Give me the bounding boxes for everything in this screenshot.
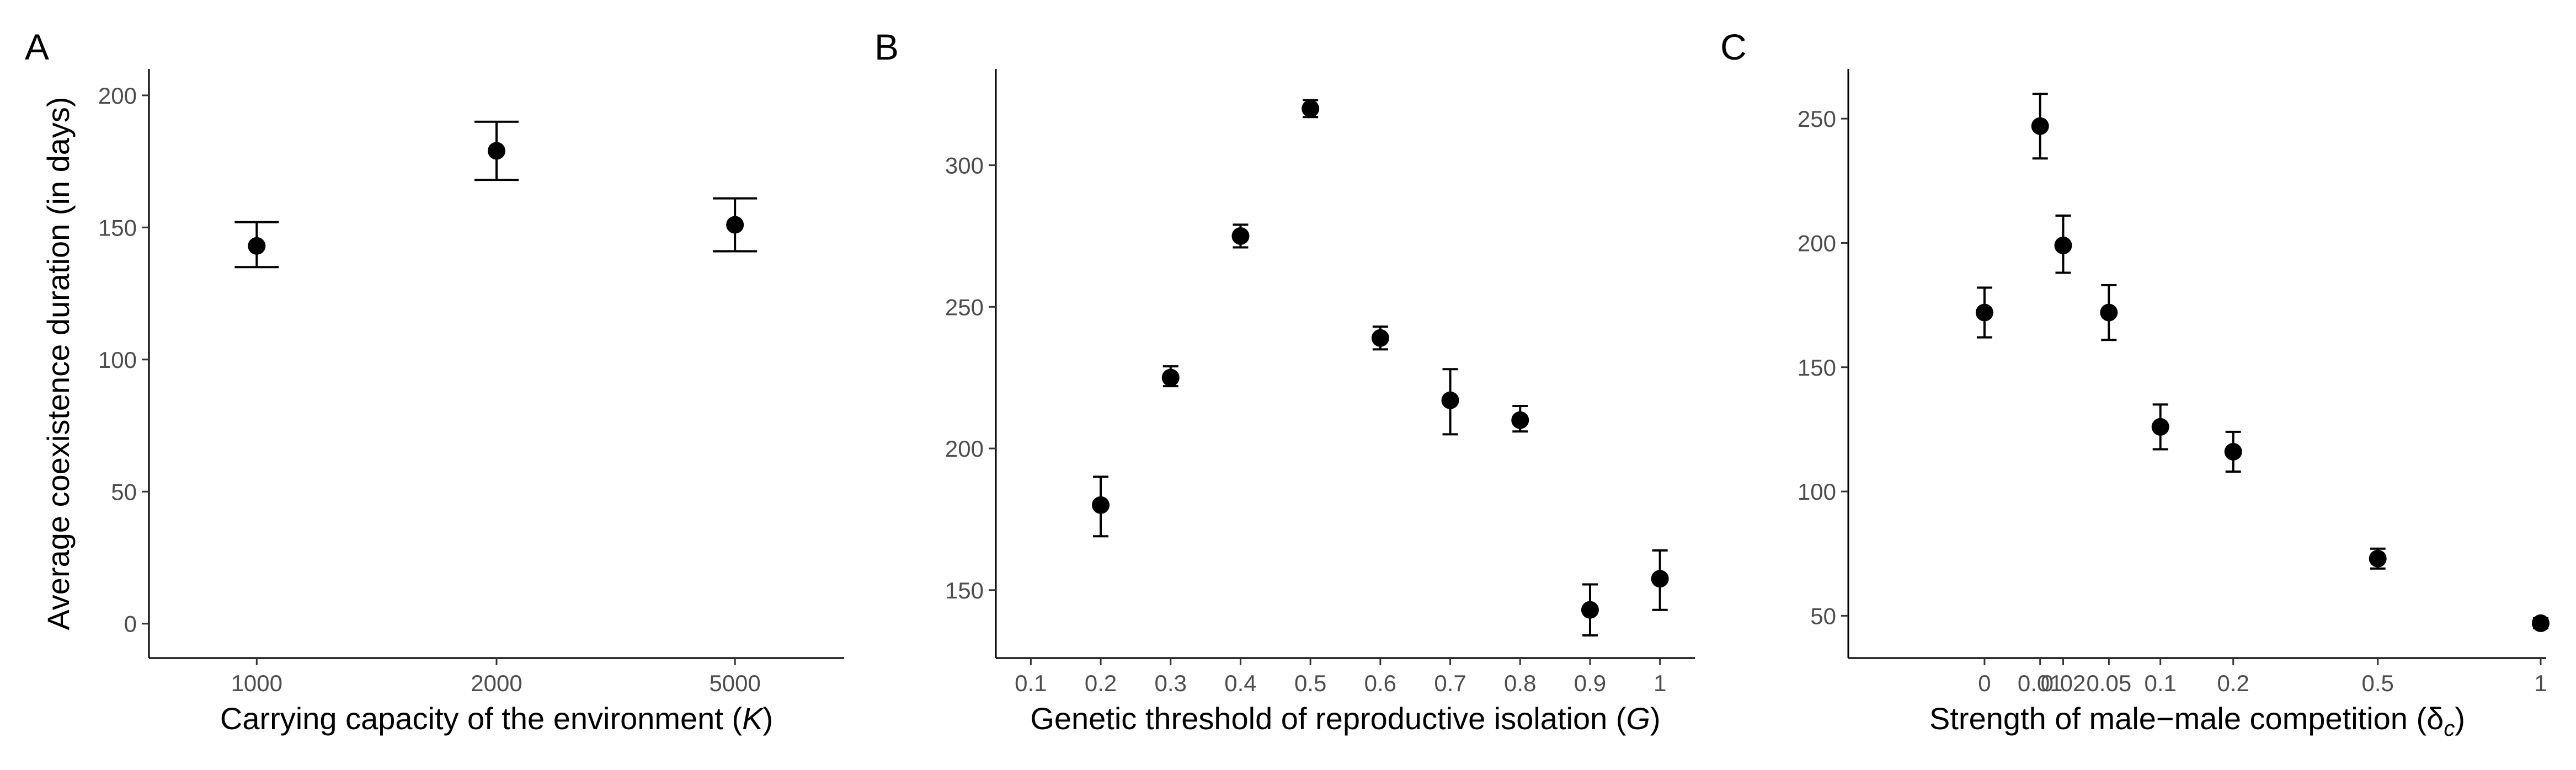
x-tick-label: 0.7 xyxy=(1434,670,1466,696)
data-point xyxy=(248,237,266,255)
x-tick-label: 0.2 xyxy=(1085,670,1117,696)
panel-letter: B xyxy=(874,26,899,67)
x-tick-label: 2000 xyxy=(471,670,522,696)
data-point xyxy=(1302,99,1320,117)
data-point xyxy=(2224,442,2242,461)
x-tick-label: 5000 xyxy=(709,670,760,696)
data-point xyxy=(2531,614,2550,632)
x-axis-title: Carrying capacity of the environment (K) xyxy=(220,701,773,736)
x-tick-label: 0 xyxy=(1978,670,1991,696)
x-tick-label: 0.5 xyxy=(1294,670,1326,696)
data-point xyxy=(1441,391,1459,409)
data-point xyxy=(1511,411,1529,429)
panel-a: 0 50 100 150 200 1000 2000 5000 Carrying capacit… xyxy=(25,26,844,736)
y-tick-label: 50 xyxy=(1810,603,1836,629)
x-tick-label: 0.1 xyxy=(2144,670,2176,696)
data-point xyxy=(1231,227,1250,245)
x-tick-label: 1000 xyxy=(231,670,282,696)
x-tick-label: 0.6 xyxy=(1364,670,1396,696)
data-point xyxy=(2031,117,2049,135)
panel-letter: A xyxy=(25,26,49,67)
data-point xyxy=(1161,368,1180,387)
data-point xyxy=(2100,303,2118,322)
x-tick-label: 0.2 xyxy=(2217,670,2249,696)
x-axis-title: Strength of male−male competition (δc) xyxy=(1929,701,2465,741)
x-tick-label: 0.8 xyxy=(1504,670,1536,696)
x-tick-label: 1 xyxy=(2534,670,2547,696)
data-point xyxy=(1975,303,1993,322)
y-tick-label: 200 xyxy=(1798,230,1836,256)
y-tick-label: 150 xyxy=(98,215,137,240)
y-tick-label: 150 xyxy=(945,578,984,603)
y-tick-label: 100 xyxy=(1798,479,1836,505)
data-point xyxy=(1092,496,1110,514)
y-tick-label: 150 xyxy=(1798,355,1836,381)
y-axis-title: Average coexistence duration (in days) xyxy=(41,97,76,630)
y-tick-label: 50 xyxy=(111,479,137,505)
x-tick-label: 0.5 xyxy=(2362,670,2394,696)
data-point xyxy=(1581,601,1599,619)
y-tick-label: 250 xyxy=(945,294,984,320)
x-tick-label: 0.1 xyxy=(1015,670,1047,696)
x-tick-label: 1 xyxy=(1654,670,1666,696)
x-tick-label: 0.02 xyxy=(2041,670,2086,696)
panel-letter: C xyxy=(1720,26,1747,67)
x-tick-label: 0.4 xyxy=(1224,670,1256,696)
data-point xyxy=(1371,329,1389,347)
y-tick-label: 200 xyxy=(945,436,984,462)
panel-c: 50 100 150 200 250 0 0.010.02 0.05 0.1 0.2 0.5 1 Str… xyxy=(1720,26,2550,741)
x-axis-title: Genetic threshold of reproductive isolat… xyxy=(1030,701,1660,736)
x-tick-label: 0.05 xyxy=(2086,670,2131,696)
panel-b: 150 200 250 300 0.1 0.2 0.3 0.4 0.5 0.6 0.7 0.8 0.9 1… xyxy=(874,26,1695,736)
data-point xyxy=(2151,418,2169,436)
x-tick-label: 0.01 xyxy=(2018,670,2063,696)
data-point xyxy=(488,142,505,160)
x-tick-label: 0.9 xyxy=(1574,670,1606,696)
y-tick-label: 200 xyxy=(98,83,137,109)
x-tick-label: 0.3 xyxy=(1155,670,1187,696)
data-point xyxy=(1651,570,1669,588)
y-tick-label: 300 xyxy=(945,153,984,179)
y-tick-label: 100 xyxy=(98,347,137,373)
data-point xyxy=(2054,236,2072,254)
y-tick-label: 0 xyxy=(124,611,137,637)
y-tick-label: 250 xyxy=(1798,106,1836,132)
data-point xyxy=(2369,549,2387,568)
data-point xyxy=(726,216,744,234)
